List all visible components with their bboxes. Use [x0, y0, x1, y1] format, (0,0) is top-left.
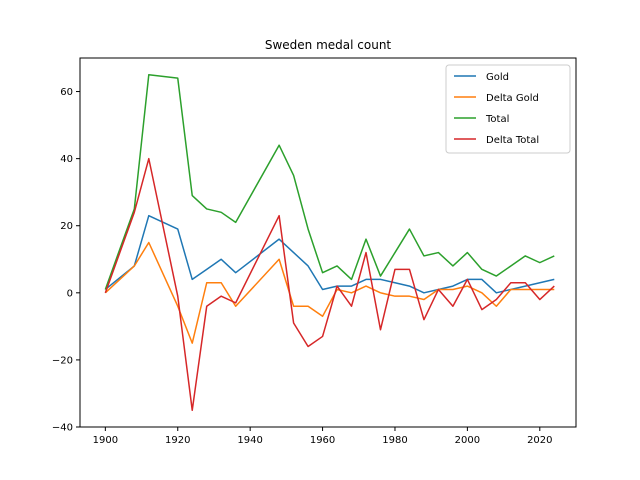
legend: Gold Delta Gold Total Delta Total	[445, 64, 571, 154]
series-layer	[104, 74, 555, 411]
x-tick-label: 2020	[527, 435, 552, 446]
legend-box	[445, 64, 571, 154]
series-line-delta-total	[104, 157, 555, 411]
y-tick-label: 20	[60, 221, 73, 232]
x-tick-label: 1960	[310, 435, 335, 446]
y-tick-label: −20	[52, 355, 73, 366]
series-line-gold	[104, 214, 555, 294]
chart-title: Sweden medal count	[265, 38, 392, 52]
legend-label-total: Total	[485, 114, 509, 125]
x-tick-label: 1900	[93, 435, 118, 446]
x-tick-label: 2000	[455, 435, 480, 446]
plot-frame	[79, 57, 577, 428]
y-tick-label: 40	[60, 154, 73, 165]
x-tick-label: 1940	[237, 435, 262, 446]
y-tick-label: −40	[52, 423, 73, 434]
series-line-total	[104, 74, 555, 290]
x-tick-label: 1920	[165, 435, 190, 446]
x-tick-label: 1980	[382, 435, 407, 446]
legend-label-delta-total: Delta Total	[486, 135, 539, 146]
y-tick-label: 0	[67, 288, 73, 299]
axes: 1900 1920 1940 1960 1980 2000 2020 −40 −20 0 20 40 6…	[52, 87, 553, 446]
y-tick-label: 60	[60, 87, 73, 98]
legend-label-gold: Gold	[486, 72, 509, 83]
legend-label-delta-gold: Delta Gold	[486, 93, 539, 104]
series-line-delta-gold	[104, 241, 555, 344]
